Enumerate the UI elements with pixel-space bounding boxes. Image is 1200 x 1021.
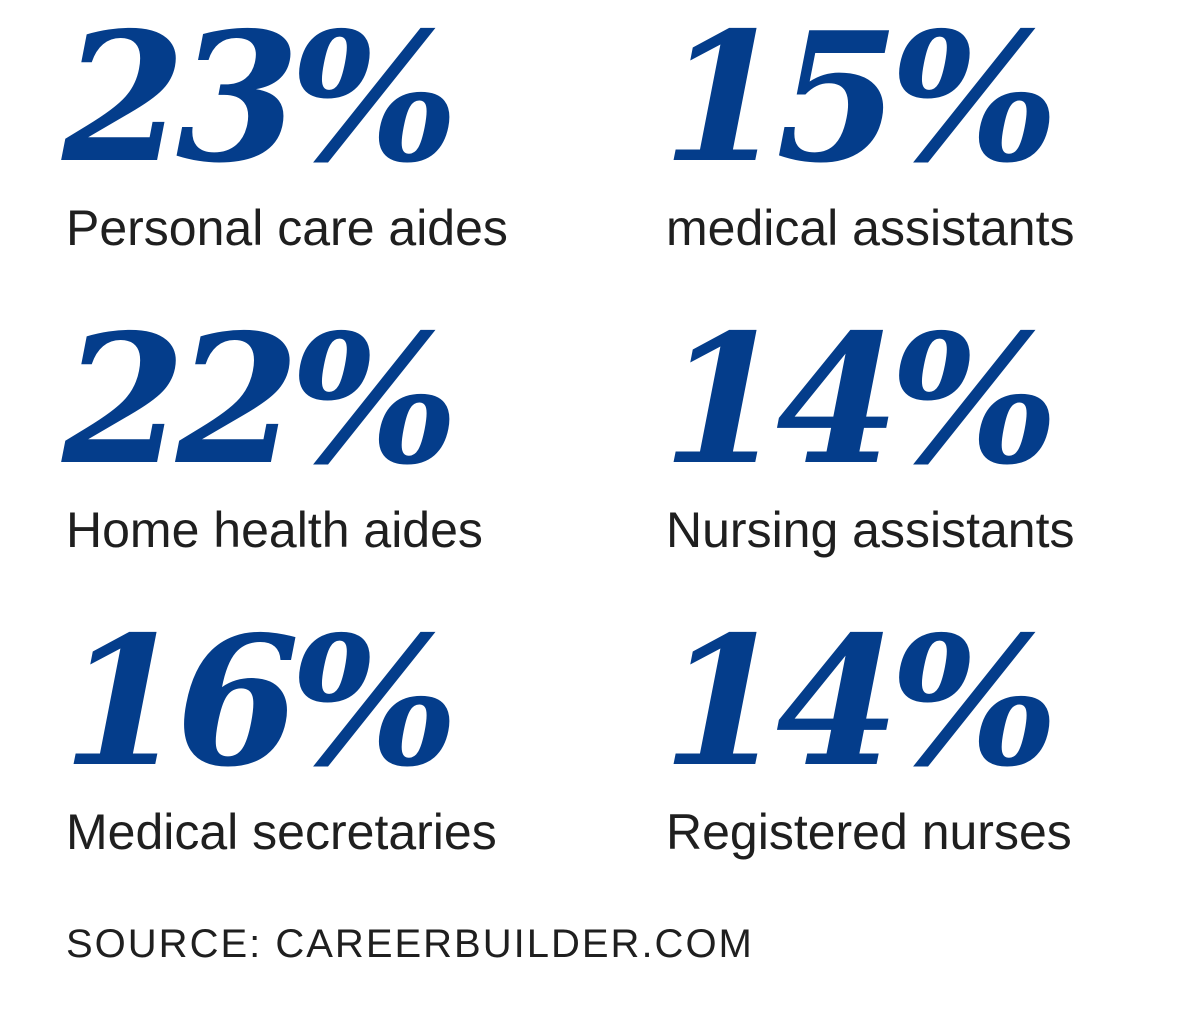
stat-value: 15% [662,0,1059,202]
stat-label: Personal care aides [66,200,508,256]
stat-value: 16% [62,597,459,806]
stat-personal-care-aides: 23% Personal care aides [62,9,666,320]
stat-value: 22% [62,295,459,504]
stat-medical-secretaries: 16% Medical secretaries [62,613,666,924]
stat-registered-nurses: 14% Registered nurses [662,613,1176,924]
stat-medical-assistants: 15% medical assistants [662,9,1176,320]
stat-value: 14% [662,597,1059,806]
source-credit: SOURCE: CAREERBUILDER.COM [66,922,754,966]
stats-grid: 23% Personal care aides 15% medical assi… [62,9,1176,924]
stat-label: medical assistants [666,200,1075,256]
stat-label: Registered nurses [666,804,1072,860]
stat-label: Medical secretaries [66,804,497,860]
stat-home-health-aides: 22% Home health aides [62,311,666,622]
stat-label: Home health aides [66,502,483,558]
stat-nursing-assistants: 14% Nursing assistants [662,311,1176,622]
stat-label: Nursing assistants [666,502,1075,558]
stat-value: 14% [662,295,1059,504]
stat-value: 23% [62,0,459,202]
